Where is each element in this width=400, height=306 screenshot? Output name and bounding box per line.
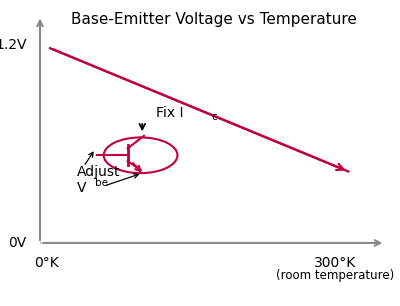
Text: 0°K: 0°K xyxy=(34,256,59,270)
Text: (room temperature): (room temperature) xyxy=(276,269,394,282)
Text: Base-Emitter Voltage vs Temperature: Base-Emitter Voltage vs Temperature xyxy=(71,13,357,28)
Text: c: c xyxy=(211,112,217,122)
Text: 1.2V: 1.2V xyxy=(0,38,26,52)
Text: 0V: 0V xyxy=(8,236,26,250)
Text: 300°K: 300°K xyxy=(314,256,356,270)
Text: Adjust: Adjust xyxy=(77,165,120,179)
Text: Fix I: Fix I xyxy=(156,106,183,120)
Text: V: V xyxy=(77,181,86,195)
Text: be: be xyxy=(95,178,108,188)
